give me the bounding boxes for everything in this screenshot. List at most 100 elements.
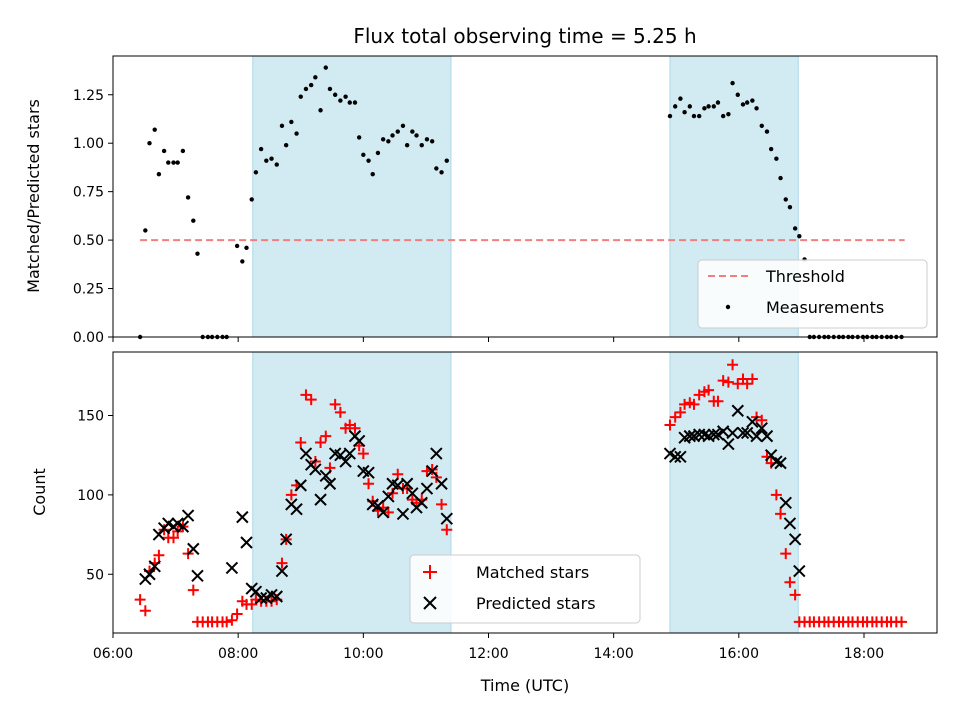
measurement-point	[352, 100, 358, 105]
measurement-point	[294, 131, 299, 136]
predicted-star-marker	[294, 479, 307, 492]
measurement-point	[764, 129, 770, 134]
measurement-point	[343, 94, 348, 99]
top-legend: Threshold Measurements	[697, 259, 928, 329]
legend-measurements-swatch	[725, 304, 731, 310]
matched-star-marker	[669, 411, 681, 423]
predicted-star-marker	[430, 447, 443, 460]
measurement-point	[783, 197, 788, 202]
measurement-point	[711, 104, 716, 109]
measurement-point	[264, 158, 269, 163]
legend-predicted-swatch	[423, 596, 437, 610]
predicted-star-marker	[760, 429, 774, 443]
measurement-point	[768, 146, 774, 152]
predicted-star-marker	[674, 450, 687, 463]
predicted-star-marker	[707, 428, 720, 441]
matched-star-marker	[357, 448, 369, 460]
measurement-point	[289, 119, 294, 125]
measurement-point	[253, 170, 259, 175]
legend-measurements-label: Measurements	[766, 298, 884, 317]
measurement-point	[180, 148, 186, 154]
matched-star-marker	[392, 468, 404, 480]
predicted-star-marker	[770, 455, 783, 468]
measurement-point	[191, 218, 196, 223]
predicted-star-marker	[148, 560, 161, 573]
measurement-point	[696, 113, 702, 119]
measurement-point	[797, 234, 802, 239]
measurement-point	[240, 259, 245, 264]
predicted-star-marker	[191, 569, 204, 583]
matched-star-marker	[167, 532, 179, 544]
matched-star-marker	[688, 398, 700, 410]
predicted-star-marker	[415, 496, 428, 510]
matched-star-marker	[226, 614, 238, 626]
matched-star-marker	[334, 406, 346, 418]
x-tick-label: 06:00	[93, 646, 133, 662]
matched-star-marker	[717, 375, 729, 387]
bottom-ticks: 06:00 08:00 10:00 12:00 14:00 16:00 18:00 50 100…	[77, 409, 884, 662]
measurement-point	[735, 92, 740, 97]
matched-star-marker	[300, 389, 312, 401]
predicted-star-marker	[396, 507, 410, 521]
matched-star-marker	[780, 548, 792, 560]
x-axis-label: Time (UTC)	[480, 676, 569, 695]
measurement-point	[195, 251, 200, 256]
matched-star-marker	[153, 549, 165, 561]
predicted-star-marker	[788, 533, 802, 546]
measurement-point	[156, 172, 162, 177]
bottom-axes-frame	[112, 351, 938, 634]
measurement-point	[298, 94, 303, 99]
top-axes: 0.00 0.25 0.50 0.75 1.00 1.25 Matched/Predict…	[24, 55, 938, 346]
measurement-point	[185, 195, 191, 200]
matched-star-marker	[231, 608, 243, 620]
predicted-star-marker	[187, 542, 200, 556]
bottom-legend-box	[409, 554, 641, 624]
measurement-point	[318, 108, 323, 113]
measurement-point	[787, 204, 793, 210]
bottom-y-tick-label: 150	[77, 409, 104, 425]
measurement-point	[279, 123, 285, 128]
matched-star-marker	[674, 406, 686, 418]
measurement-point	[395, 129, 400, 134]
measurement-point	[347, 100, 352, 105]
top-y-tick-label: 1.00	[73, 136, 104, 152]
predicted-star-marker	[731, 404, 744, 417]
measurement-point	[234, 243, 240, 249]
x-tick-label: 16:00	[719, 646, 759, 662]
matched-star-marker	[775, 508, 787, 520]
top-legend-box	[697, 259, 928, 329]
predicted-star-marker	[698, 428, 711, 441]
measurement-point	[726, 111, 731, 117]
matched-star-marker	[329, 398, 341, 410]
top-axes-frame	[112, 55, 938, 338]
predicted-star-marker	[343, 447, 356, 460]
measurement-point	[439, 170, 444, 175]
top-y-tick-label: 0.50	[73, 233, 104, 249]
measurement-point	[370, 172, 375, 177]
top-ticks: 0.00 0.25 0.50 0.75 1.00 1.25	[73, 88, 865, 346]
measurement-point	[323, 65, 328, 70]
predicted-star-marker	[400, 477, 414, 490]
legend-matched-label: Matched stars	[476, 563, 589, 582]
predicted-star-marker	[270, 590, 283, 603]
measurement-point	[414, 133, 419, 138]
measurement-point	[424, 137, 430, 142]
bottom-legend: Matched stars Predicted stars	[409, 554, 641, 624]
predicted-star-marker	[435, 477, 448, 490]
predicted-star-marker	[783, 517, 797, 530]
measurement-point	[152, 127, 157, 132]
matched-star-marker	[436, 498, 448, 510]
predicted-star-marker	[755, 421, 768, 435]
measurement-point	[283, 142, 289, 148]
predicted-star-marker	[225, 561, 239, 575]
matched-star-marker	[732, 378, 744, 390]
matched-star-marker	[315, 436, 327, 448]
matched-star-marker	[382, 506, 394, 518]
measurement-point	[143, 228, 148, 233]
measurement-point	[678, 96, 683, 101]
measurement-point	[361, 152, 366, 158]
matched-star-marker	[756, 414, 768, 426]
predicted-star-marker	[323, 477, 337, 490]
predicted-star-marker	[319, 469, 332, 483]
x-tick-label: 10:00	[343, 646, 383, 662]
